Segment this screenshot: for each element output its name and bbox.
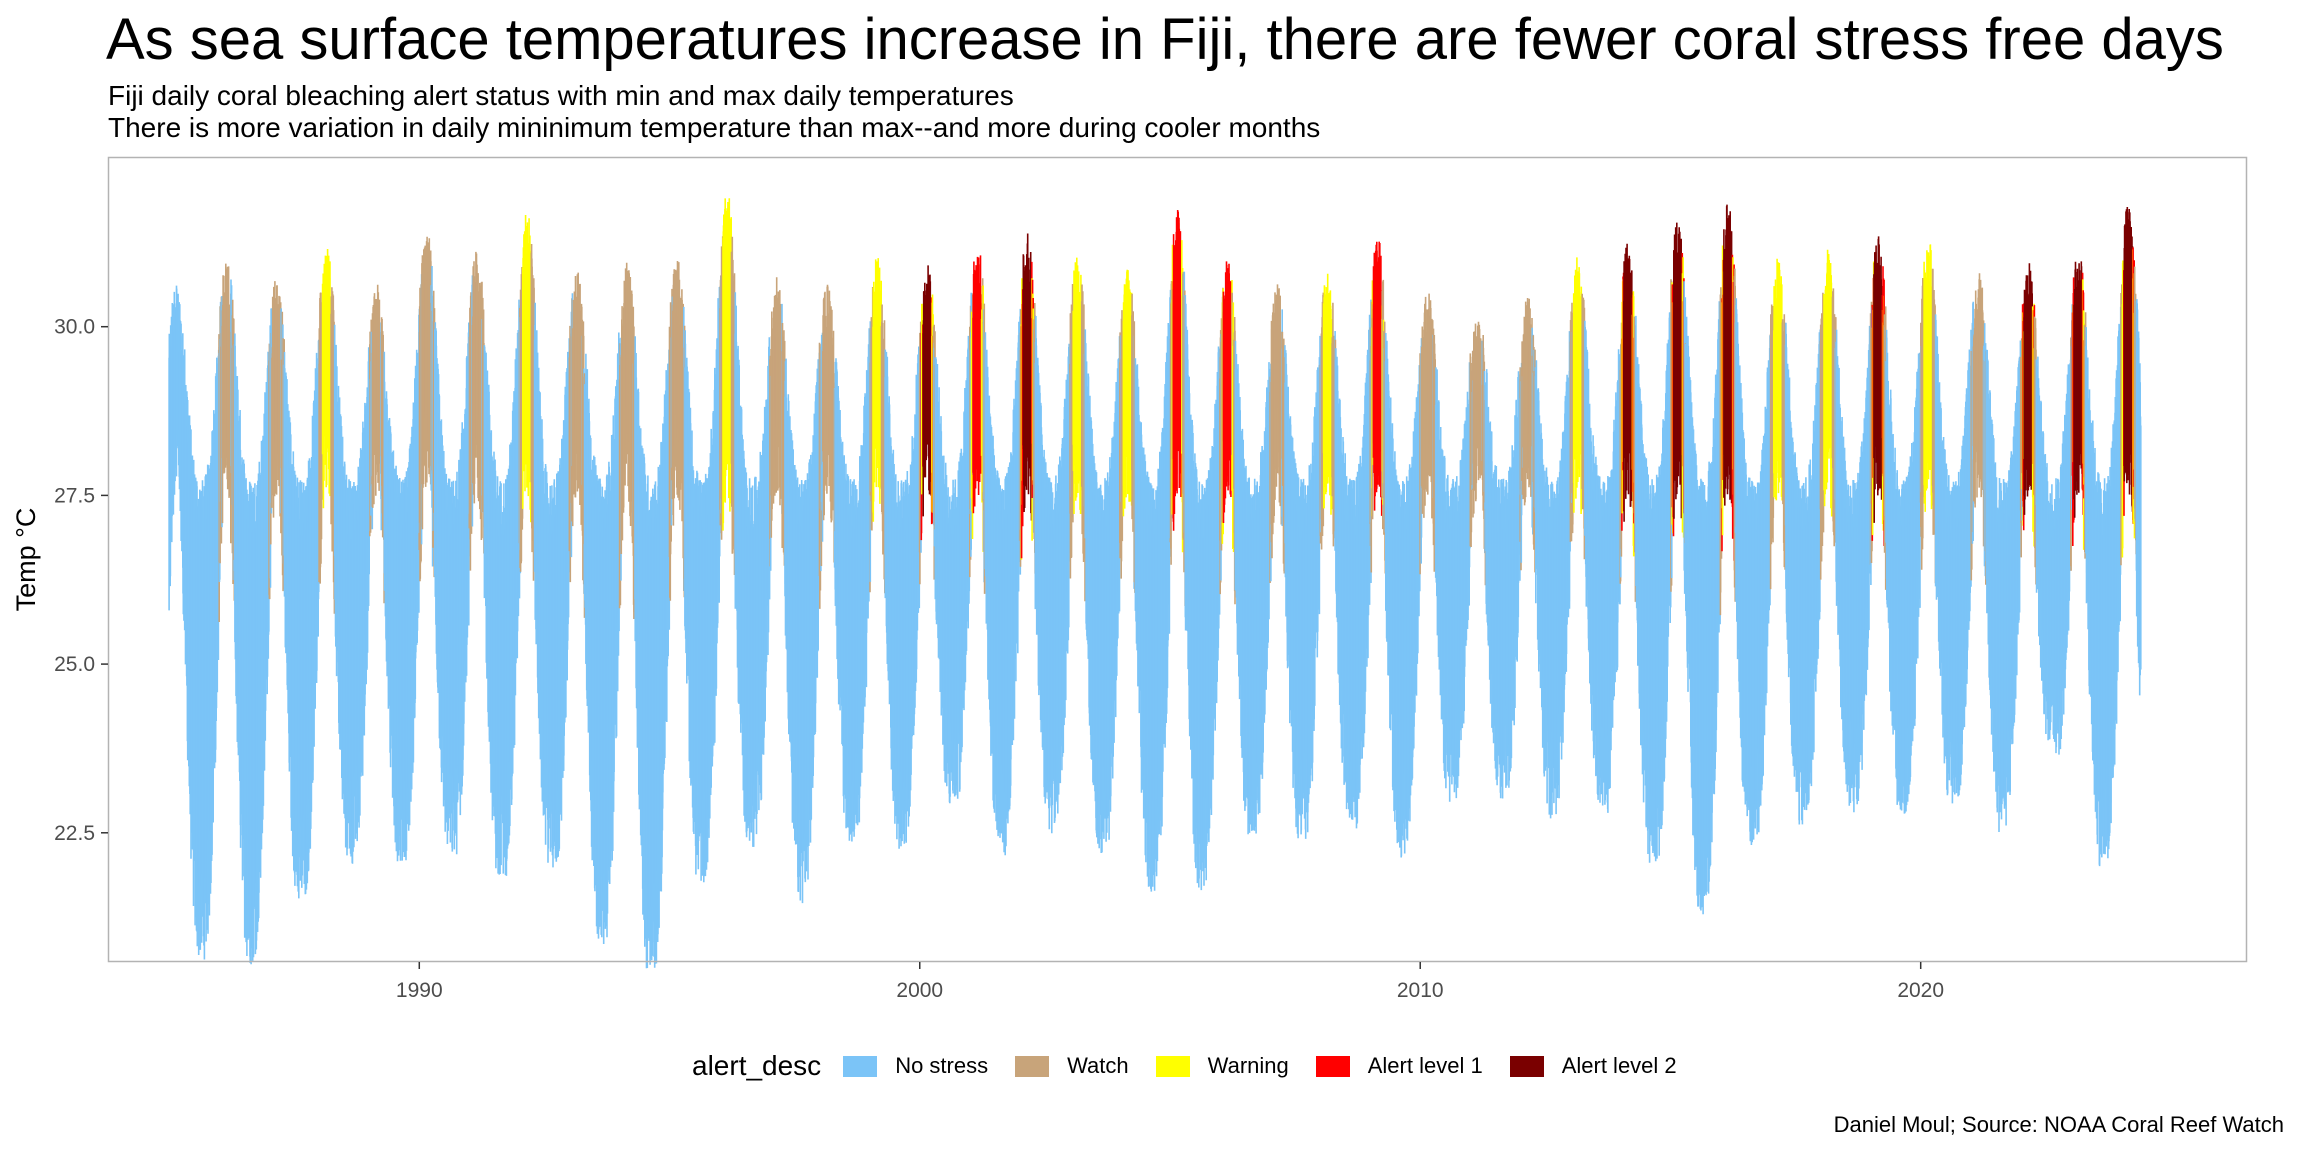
chart-subtitle-line-2: There is more variation in daily mininim…	[108, 112, 1321, 143]
series-layer	[168, 198, 2142, 969]
chart-subtitle-line-1: Fiji daily coral bleaching alert status …	[108, 80, 1014, 111]
chart-title: As sea surface temperatures increase in …	[106, 7, 2224, 72]
